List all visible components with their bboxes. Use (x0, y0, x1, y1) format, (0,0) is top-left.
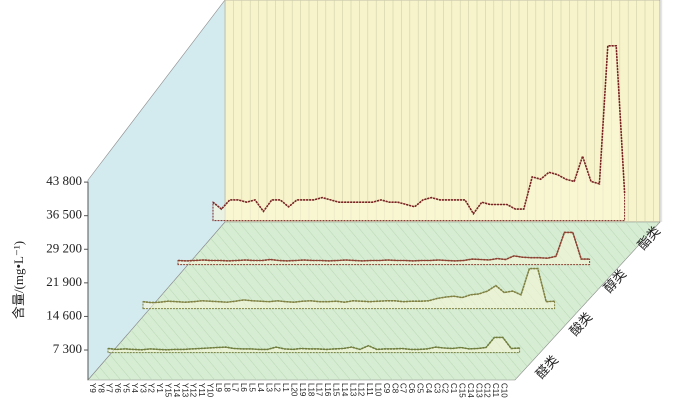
x-tick-label: C11 (491, 383, 500, 398)
x-tick-label: Y12 (189, 383, 198, 398)
y-axis-label: 含量/(mg•L⁻¹) (11, 241, 26, 319)
x-tick-label: L18 (306, 383, 315, 397)
x-tick-label: L20 (289, 383, 298, 397)
x-tick-label: L11 (365, 383, 374, 396)
x-tick-label: Y9 (88, 383, 97, 393)
x-tick-label: L10 (373, 383, 382, 397)
x-tick-label: L15 (331, 383, 340, 397)
x-tick-label: L13 (348, 383, 357, 397)
x-tick-label: L8 (222, 383, 231, 392)
y-tick-label: 36 500 (46, 207, 82, 222)
x-tick-label: C4 (424, 383, 433, 394)
x-tick-label: L16 (323, 383, 332, 397)
x-tick-label: L14 (340, 383, 349, 397)
series-area (107, 336, 521, 354)
x-tick-label: Y4 (130, 383, 139, 393)
x-tick-label: L19 (298, 383, 307, 397)
x-tick-label: Y13 (180, 383, 189, 398)
x-tick-label: C9 (382, 383, 391, 394)
x-tick-label: L12 (357, 383, 366, 397)
x-tick-label: Y5 (121, 383, 130, 393)
x-tick-label: C14 (466, 383, 475, 398)
x-tick-label: C13 (474, 383, 483, 398)
x-tick-label: C8 (390, 383, 399, 394)
x-tick-label: Y2 (147, 383, 156, 393)
x-tick-label: C6 (407, 383, 416, 394)
x-tick-label: Y6 (113, 383, 122, 393)
y-tick-label: 29 200 (46, 240, 82, 255)
x-tick-label: Y11 (197, 383, 206, 397)
x-tick-label: Y14 (172, 383, 181, 398)
x-tick-label: C10 (499, 383, 508, 398)
wall-grid (224, 0, 663, 222)
x-tick-label: Y3 (138, 383, 147, 393)
x-tick-label: L1 (281, 383, 290, 392)
series-line (107, 336, 520, 351)
x-tick-label: C12 (483, 383, 492, 398)
y-tick-label: 14 600 (46, 307, 82, 322)
x-tick-label: L7 (231, 383, 240, 392)
x-tick-label: C3 (432, 383, 441, 394)
x-tick-label: L17 (315, 383, 324, 397)
series-label: 醛类 (533, 352, 562, 381)
x-tick-label: L3 (264, 383, 273, 392)
x-tick-label: L2 (273, 383, 282, 392)
y-tick-label: 43 800 (46, 173, 82, 188)
y-tick-label: 21 900 (46, 274, 82, 289)
x-tick-label: Y7 (105, 383, 114, 393)
x-tick-label: Y15 (163, 383, 172, 398)
x-tick-label: L5 (247, 383, 256, 392)
x-tick-label: Y1 (155, 383, 164, 393)
x-tick-label: Y10 (205, 383, 214, 398)
x-tick-label: L4 (256, 383, 265, 392)
series-line (142, 267, 555, 304)
x-tick-label: C1 (449, 383, 458, 394)
x-tick-label: C2 (441, 383, 450, 394)
x-tick-label: L9 (214, 383, 223, 392)
x-tick-label: C5 (415, 383, 424, 394)
y-tick-label: 7 300 (53, 341, 82, 356)
x-tick-label: C7 (399, 383, 408, 394)
series-line (212, 44, 626, 216)
x-tick-label: Y8 (96, 383, 105, 393)
x-tick-label: L6 (239, 383, 248, 392)
x-tick-label: C15 (457, 383, 466, 398)
